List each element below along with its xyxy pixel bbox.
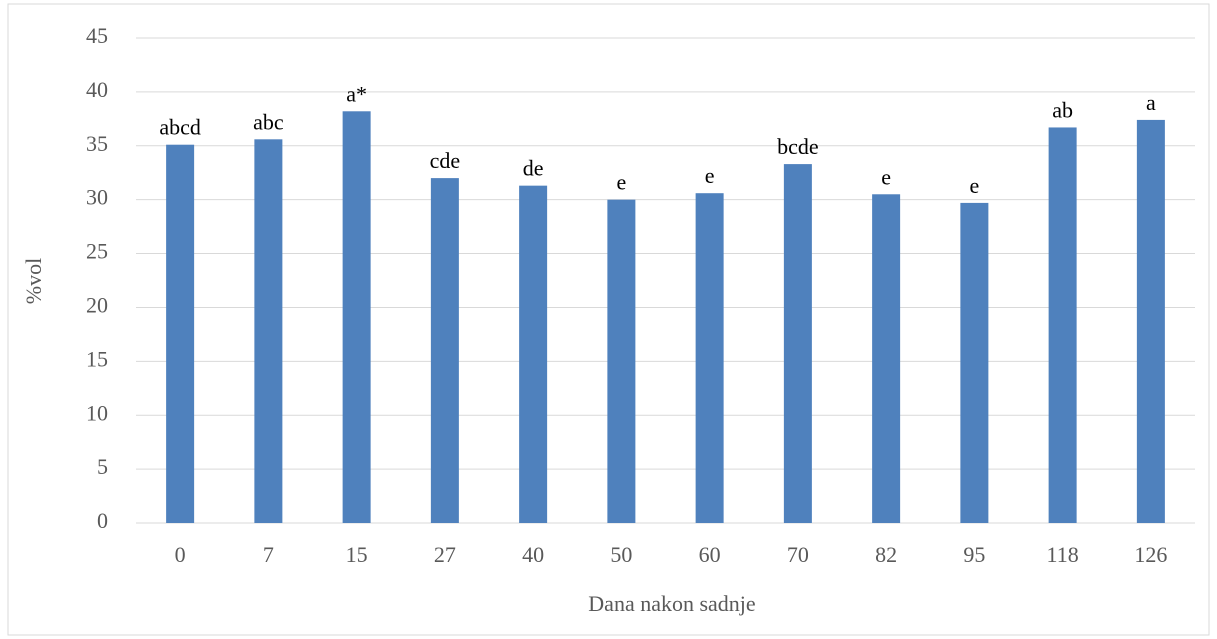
bar [872,194,901,523]
bar-annotation: bcde [777,134,819,159]
bar [342,111,371,524]
bar-annotation: a [1146,90,1156,115]
y-tick-label: 15 [86,346,108,371]
bar-annotation: abc [253,109,284,134]
bar [695,193,724,523]
y-axis-title: %vol [21,258,46,304]
bar-annotation: e [881,164,891,189]
bar [960,202,989,523]
x-tick-label: 15 [346,542,368,567]
x-tick-label: 95 [963,542,985,567]
x-tick-label: 40 [522,542,544,567]
y-tick-label: 0 [97,508,108,533]
x-tick-label: 50 [610,542,632,567]
bar-annotation: a* [346,81,367,106]
bar [430,178,459,523]
bar-annotation: e [616,170,626,195]
bar [519,185,548,523]
x-tick-label: 82 [875,542,897,567]
y-tick-label: 20 [86,292,108,317]
y-tick-label: 45 [86,23,108,48]
x-tick-label: 118 [1047,542,1079,567]
bar-annotation: ab [1052,98,1073,123]
bar [1136,119,1165,524]
bar-annotation: e [969,173,979,198]
y-tick-label: 40 [86,77,108,102]
bar-annotation: e [705,163,715,188]
bar [607,199,636,523]
bar [783,164,812,523]
y-tick-label: 35 [86,131,108,156]
bar-annotation: cde [430,148,461,173]
y-tick-label: 25 [86,239,108,264]
bar-annotation: abcd [159,115,201,140]
y-tick-label: 30 [86,185,108,210]
bar [1048,127,1077,523]
bar [254,139,283,524]
x-tick-label: 70 [787,542,809,567]
bar-annotation: de [523,156,544,181]
x-tick-label: 0 [175,542,186,567]
x-tick-label: 126 [1134,542,1167,567]
y-tick-label: 10 [86,400,108,425]
y-tick-label: 5 [97,454,108,479]
x-tick-label: 7 [263,542,274,567]
x-tick-label: 27 [434,542,456,567]
x-tick-label: 60 [699,542,721,567]
bar [166,144,195,523]
x-axis-title: Dana nakon sadnje [588,591,755,616]
